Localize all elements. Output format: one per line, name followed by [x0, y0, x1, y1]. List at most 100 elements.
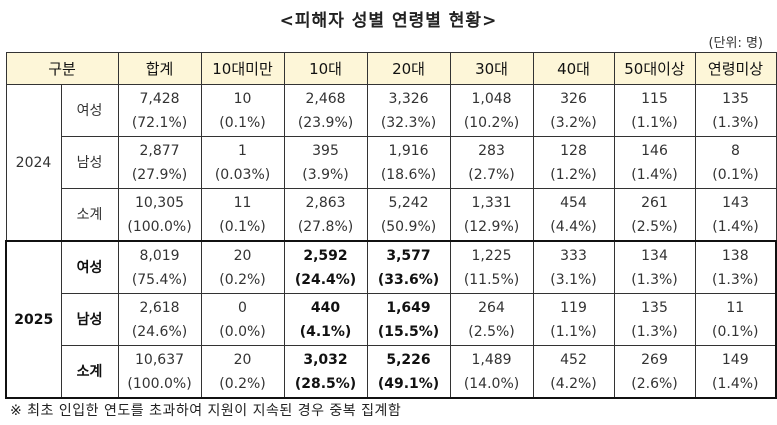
- count-value: 2,863: [305, 194, 346, 211]
- count-value: 10: [233, 90, 252, 107]
- count-value: 454: [560, 194, 587, 211]
- percent-value: (0.2%): [219, 375, 266, 392]
- data-cell: 264 (2.5%): [449, 293, 534, 346]
- count-value: 10,305: [135, 194, 185, 211]
- data-cell: 20 (0.2%): [200, 240, 285, 294]
- percent-value: (4.1%): [299, 323, 352, 340]
- data-cell: 8,019 (75.4%): [117, 240, 202, 294]
- count-value: 3,326: [388, 90, 429, 107]
- percent-value: (0.1%): [712, 166, 759, 183]
- count-value: 0: [238, 299, 247, 316]
- percent-value: (4.2%): [550, 375, 597, 392]
- percent-value: (18.6%): [380, 166, 437, 183]
- count-value: 7,428: [139, 90, 180, 107]
- count-value: 5,226: [386, 351, 431, 368]
- count-value: 149: [721, 351, 749, 368]
- count-value: 326: [560, 90, 587, 107]
- count-value: 2,468: [305, 90, 346, 107]
- column-header: 50대이상: [613, 52, 696, 85]
- data-cell: 3,577 (33.6%): [366, 240, 451, 294]
- percent-value: (72.1%): [131, 114, 188, 131]
- count-value: 1,489: [471, 351, 512, 368]
- data-cell: 452 (4.2%): [532, 345, 615, 399]
- data-cell: 333 (3.1%): [532, 240, 615, 294]
- data-cell: 1,331 (12.9%): [449, 188, 534, 242]
- percent-value: (28.5%): [294, 375, 357, 392]
- header-row: 구분 합계 10대미만 10대 20대 30대 40대 50대이상 연령미상: [5, 52, 777, 85]
- percent-value: (2.7%): [468, 166, 515, 183]
- table-title: <피해자 성별 연령별 현황>: [279, 11, 498, 31]
- percent-value: (1.3%): [631, 271, 678, 288]
- count-value: 8: [731, 142, 740, 159]
- percent-value: (2.5%): [468, 323, 515, 340]
- count-value: 395: [312, 142, 339, 159]
- percent-value: (0.2%): [219, 271, 266, 288]
- data-cell: 283 (2.7%): [449, 136, 534, 189]
- data-cell: 1,916 (18.6%): [366, 136, 451, 189]
- count-value: 3,577: [386, 247, 431, 264]
- column-header: 구분: [5, 52, 119, 85]
- row-label: 여성: [60, 84, 119, 137]
- count-value: 261: [641, 194, 668, 211]
- count-value: 143: [722, 194, 749, 211]
- percent-value: (100.0%): [127, 218, 192, 235]
- column-header: 40대: [532, 52, 615, 85]
- count-value: 1,048: [471, 90, 512, 107]
- column-header: 연령미상: [694, 52, 777, 85]
- count-value: 2,592: [303, 247, 348, 264]
- percent-value: (1.4%): [631, 166, 678, 183]
- table-row: 소계 10,305 (100.0%) 11 (0.1%) 2,863 (27.8%) 5,24…: [6, 188, 777, 242]
- count-value: 440: [310, 299, 341, 316]
- percent-value: (0.1%): [219, 218, 266, 235]
- data-cell: 10 (0.1%): [200, 84, 285, 137]
- footnote: ※ 최초 인입한 연도를 초과하여 지원이 지속된 경우 중복 집계함: [10, 403, 402, 419]
- year-cell: 2025: [5, 240, 62, 399]
- data-cell: 2,592 (24.4%): [283, 240, 368, 294]
- group-2025: 2025 여성 8,019 (75.4%) 20 (0.2%) 2,592 (24.4%) 3,…: [5, 240, 777, 399]
- data-cell: 143 (1.4%): [694, 188, 777, 242]
- year-cell: 2024: [5, 84, 62, 242]
- victim-stats-table: 구분 합계 10대미만 10대 20대 30대 40대 50대이상 연령미상 2024 여성 7,4…: [5, 52, 777, 399]
- data-cell: 261 (2.5%): [613, 188, 696, 242]
- count-value: 1: [238, 142, 247, 159]
- percent-value: (1.3%): [712, 271, 759, 288]
- data-cell: 454 (4.4%): [532, 188, 615, 242]
- row-label: 여성: [60, 240, 119, 294]
- count-value: 2,877: [139, 142, 180, 159]
- data-cell: 3,326 (32.3%): [366, 84, 451, 137]
- data-cell: 11 (0.1%): [694, 293, 777, 346]
- count-value: 2,618: [139, 299, 180, 316]
- count-value: 115: [641, 90, 668, 107]
- percent-value: (1.3%): [712, 114, 759, 131]
- percent-value: (0.03%): [214, 166, 271, 183]
- data-cell: 8 (0.1%): [694, 136, 777, 189]
- data-cell: 395 (3.9%): [283, 136, 368, 189]
- data-cell: 5,226 (49.1%): [366, 345, 451, 399]
- percent-value: (50.9%): [380, 218, 437, 235]
- percent-value: (15.5%): [377, 323, 440, 340]
- data-cell: 2,468 (23.9%): [283, 84, 368, 137]
- data-cell: 3,032 (28.5%): [283, 345, 368, 399]
- data-cell: 1,225 (11.5%): [449, 240, 534, 294]
- data-cell: 1 (0.03%): [200, 136, 285, 189]
- column-header: 20대: [366, 52, 451, 85]
- column-header: 30대: [449, 52, 534, 85]
- percent-value: (27.9%): [131, 166, 188, 183]
- data-cell: 20 (0.2%): [200, 345, 285, 399]
- row-label: 남성: [60, 293, 119, 346]
- percent-value: (12.9%): [463, 218, 520, 235]
- percent-value: (3.1%): [550, 271, 597, 288]
- count-value: 1,225: [471, 247, 512, 264]
- group-2024: 2024 여성 7,428 (72.1%) 10 (0.1%) 2,468 (23.9%) 3,…: [5, 84, 777, 242]
- row-label: 소계: [60, 345, 119, 399]
- percent-value: (11.5%): [463, 271, 520, 288]
- percent-value: (1.1%): [550, 323, 597, 340]
- data-cell: 10,305 (100.0%): [117, 188, 202, 242]
- percent-value: (0.1%): [219, 114, 266, 131]
- data-cell: 2,618 (24.6%): [117, 293, 202, 346]
- data-cell: 1,649 (15.5%): [366, 293, 451, 346]
- count-value: 128: [560, 142, 587, 159]
- data-cell: 115 (1.1%): [613, 84, 696, 137]
- count-value: 11: [726, 299, 745, 316]
- data-cell: 138 (1.3%): [694, 240, 777, 294]
